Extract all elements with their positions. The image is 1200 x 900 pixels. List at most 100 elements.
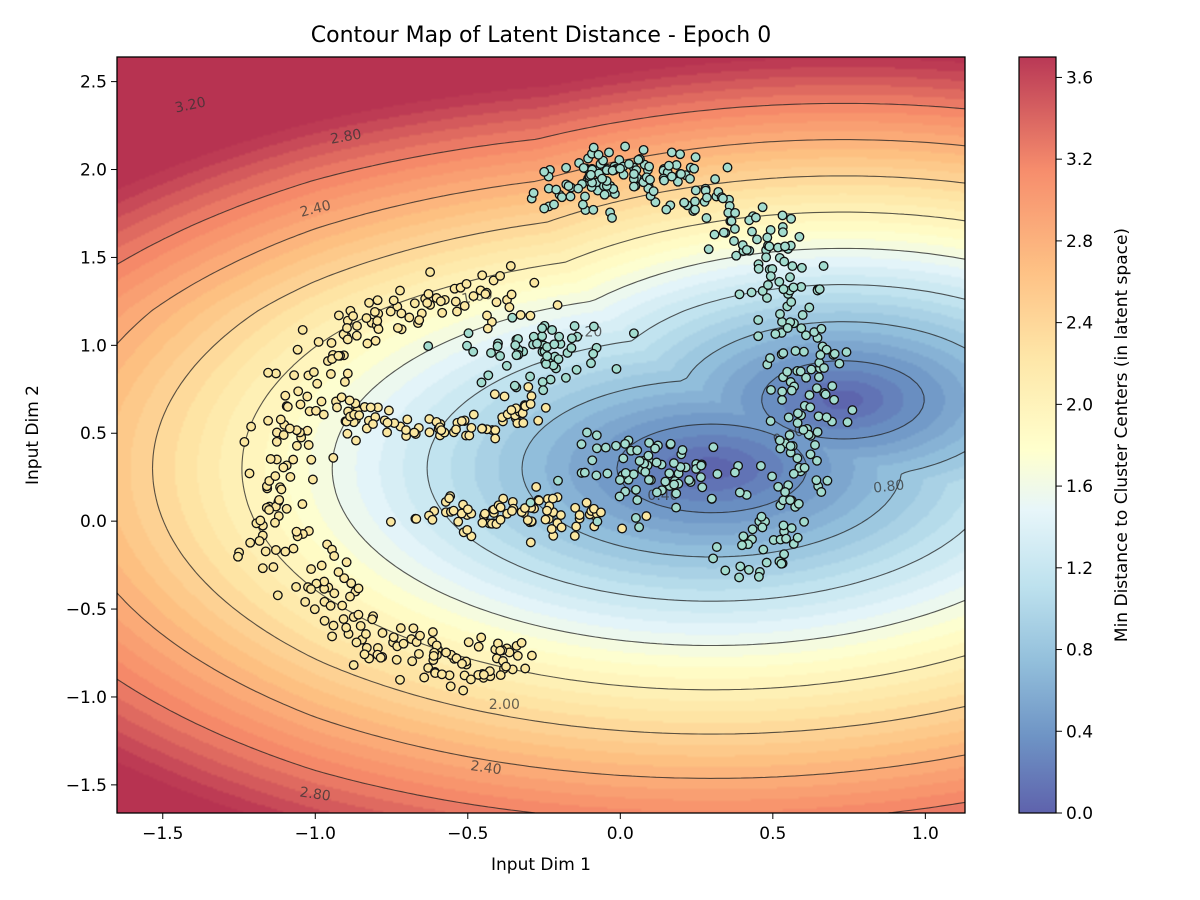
scatter-point-series-2 [729, 236, 739, 246]
scatter-point-series-2 [797, 310, 808, 320]
scatter-point-series-2 [628, 181, 639, 192]
colorbar: 0.0 0.4 0.8 1.2 1.6 2.0 2.4 2.8 3.2 3.6 Min Dista… [1018, 56, 1132, 824]
scatter-point-series-2 [476, 377, 487, 388]
y-tick-label: 0.5 [80, 424, 107, 444]
y-tick-label: −1.0 [66, 688, 107, 708]
scatter-point-series-2 [597, 173, 608, 184]
scatter-point-series-1 [495, 514, 506, 525]
scatter-point-series-2 [811, 383, 822, 394]
scatter-point-series-1 [490, 433, 501, 444]
scatter-point-series-2 [811, 475, 822, 486]
scatter-point-series-2 [632, 445, 643, 456]
scatter-point-series-1 [495, 645, 506, 656]
scatter-point-series-2 [757, 286, 768, 296]
scatter-point-series-1 [282, 401, 293, 412]
scatter-point-series-2 [747, 226, 757, 237]
scatter-point-series-1 [291, 440, 302, 451]
scatter-point-series-1 [547, 493, 558, 504]
scatter-point-series-1 [525, 310, 536, 321]
scatter-point-series-1 [270, 545, 281, 555]
scatter-point-series-2 [644, 161, 655, 172]
chart-title: Contour Map of Latent Distance - Epoch 0 [311, 23, 771, 48]
scatter-point-series-1 [362, 338, 373, 349]
scatter-point-series-2 [507, 312, 518, 323]
scatter-point-series-1 [520, 663, 531, 674]
scatter-point-series-2 [661, 204, 672, 215]
scatter-point-series-2 [501, 360, 512, 371]
scatter-point-series-1 [375, 652, 386, 663]
scatter-point-series-2 [611, 363, 622, 374]
scatter-point-series-1 [351, 330, 362, 341]
scatter-point-series-2 [462, 340, 472, 351]
scatter-point-series-1 [468, 409, 479, 420]
x-axis-label: Input Dim 1 [491, 855, 591, 875]
scatter-point-series-1 [325, 600, 336, 611]
scatter-point-series-1 [308, 367, 319, 378]
scatter-point-series-1 [489, 389, 500, 400]
scatter-point-series-2 [701, 192, 712, 203]
scatter-point-series-2 [569, 321, 580, 331]
scatter-point-series-2 [734, 572, 745, 583]
scatter-point-series-2 [690, 185, 701, 196]
scatter-point-series-2 [762, 232, 773, 243]
scatter-point-series-2 [780, 487, 791, 497]
scatter-point-series-2 [620, 438, 631, 449]
scatter-point-series-2 [553, 354, 564, 365]
scatter-point-series-1 [552, 300, 563, 311]
scatter-point-series-2 [495, 351, 506, 361]
contour-line [117, 139, 965, 779]
scatter-point-series-2 [538, 385, 549, 396]
scatter-point-series-1 [312, 378, 323, 389]
scatter-point-series-1 [466, 422, 477, 433]
scatter-point-series-2 [631, 484, 641, 495]
scatter-point-series-2 [841, 347, 852, 358]
scatter-point-series-2 [780, 241, 790, 252]
x-axis: −1.5 −1.0 −0.5 0.0 0.5 1.0 [142, 813, 939, 844]
scatter-point-series-2 [573, 183, 584, 194]
scatter-point-series-2 [776, 558, 787, 569]
scatter-point-series-1 [507, 506, 517, 516]
scatter-point-series-1 [392, 322, 403, 333]
scatter-point-series-1 [409, 298, 420, 309]
scatter-point-series-1 [451, 424, 461, 435]
scatter-point-series-2 [566, 342, 577, 353]
scatter-point-series-1 [255, 515, 266, 526]
scatter-point-series-1 [265, 454, 276, 464]
scatter-point-series-1 [351, 637, 362, 648]
scatter-point-series-2 [532, 338, 542, 349]
scatter-point-series-1 [268, 562, 279, 573]
scatter-point-series-2 [770, 329, 781, 339]
scatter-point-series-2 [547, 325, 558, 335]
scatter-point-series-1 [427, 514, 438, 525]
scatter-point-series-2 [566, 333, 577, 344]
scatter-point-series-1 [581, 497, 592, 508]
scatter-point-series-1 [423, 288, 434, 299]
scatter-point-series-2 [677, 445, 688, 455]
scatter-point-series-2 [651, 457, 662, 468]
scatter-point-series-2 [690, 204, 700, 215]
y-axis: −1.5 −1.0 −0.5 0.0 0.5 1.0 1.5 2.0 2.5 [66, 73, 117, 796]
scatter-point-series-2 [734, 289, 745, 300]
scatter-point-series-2 [553, 475, 563, 486]
scatter-point-series-1 [398, 638, 409, 649]
scatter-point-series-1 [342, 334, 353, 345]
scatter-point-series-2 [790, 346, 801, 356]
scatter-point-series-2 [689, 163, 700, 174]
scatter-point-series-1 [246, 421, 257, 432]
scatter-point-series-1 [278, 430, 289, 440]
scatter-point-series-1 [327, 631, 338, 642]
scatter-point-series-2 [767, 471, 778, 482]
scatter-point-series-1 [316, 560, 327, 571]
scatter-point-series-1 [478, 669, 489, 680]
scatter-point-series-1 [569, 530, 580, 541]
scatter-point-series-1 [395, 623, 406, 634]
scatter-point-series-1 [555, 510, 566, 521]
scatter-point-series-2 [640, 466, 651, 477]
scatter-point-series-2 [510, 340, 521, 351]
scatter-point-series-1 [346, 578, 357, 589]
colorbar-tick-label: 2.0 [1066, 395, 1093, 415]
scatter-point-series-1 [333, 567, 344, 578]
scatter-point-series-1 [307, 474, 318, 485]
scatter-point-series-2 [634, 456, 645, 466]
scatter-point-series-2 [766, 384, 776, 395]
